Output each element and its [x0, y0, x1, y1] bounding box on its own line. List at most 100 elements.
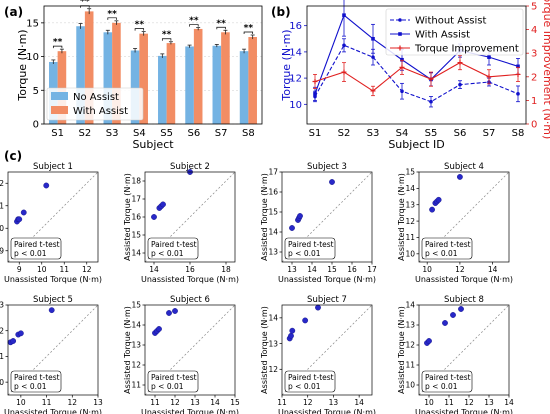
c-ylabel: Assisted Torque (N·m) [260, 306, 269, 394]
c-subplot-title: Subject 6 [170, 295, 210, 305]
a-legend-label: No Assist [73, 92, 119, 103]
b-point-torque-improvement [341, 69, 347, 75]
c-xlabel: Unassisted Torque (N·m) [278, 408, 376, 414]
a-xtick-label: S2 [79, 128, 92, 139]
c-ytick-label: 11 [0, 201, 4, 210]
c-stat-test-label: Paired t-test [425, 373, 471, 382]
c-point [151, 214, 157, 220]
b-xtick-label: S8 [512, 128, 525, 139]
b-ytick-left-label: 14 [289, 47, 302, 58]
a-bar-no-assist [76, 26, 85, 125]
c-subplot-5: Subject 5 10 11 12 13 10 11 12 13 Paired t-testp … [0, 295, 103, 414]
c-xtick-label: 15 [230, 398, 240, 407]
c-point [160, 201, 166, 208]
c-subplot-3: Subject 3 13 14 15 16 17 13 14 15 16 17 Paired t-te… [260, 162, 377, 284]
b-point-with-assist [487, 55, 491, 59]
c-ytick-label: 16 [268, 188, 278, 197]
a-ytick-label: 5 [33, 86, 39, 97]
c-ytick-label: 11 [405, 361, 415, 370]
a-significance-label: ** [189, 16, 199, 26]
c-point [302, 317, 309, 324]
c-xtick-label: 13 [287, 265, 297, 274]
c-ytick-label: 11 [405, 233, 415, 242]
c-xtick-label: 11 [150, 398, 160, 407]
c-xtick-label: 14 [488, 265, 498, 274]
a-xtick-label: S4 [133, 128, 146, 139]
a-significance-label: ** [162, 30, 172, 40]
a-xtick-label: S5 [160, 128, 173, 139]
c-xtick-label: 16 [185, 265, 195, 274]
b-xtick-label: S2 [338, 128, 351, 139]
a-ytick-label: 0 [33, 120, 39, 131]
c-xlabel: Unassisted Torque (N·m) [415, 275, 513, 284]
c-stat-box [10, 370, 62, 393]
a-xtick-label: S6 [188, 128, 201, 139]
a-xtick-label: S7 [215, 128, 228, 139]
a-bar-no-assist [185, 46, 194, 125]
c-ytick-label: 10 [0, 378, 4, 387]
c-point [442, 320, 448, 326]
c-ytick-label: 15 [405, 168, 415, 177]
c-xtick-label: 12 [170, 398, 180, 407]
a-xlabel: Subject [132, 138, 174, 151]
b-legend-label: Torque Improvement [414, 44, 519, 55]
c-xtick-label: 12 [455, 265, 465, 274]
a-legend-label: With Assist [73, 106, 128, 117]
c-axes-frame [281, 304, 373, 396]
c-subplot-6: Subject 6 11 12 13 14 15 11 12 13 14 15 Paired t-te… [123, 295, 240, 414]
b-point-torque-improvement [370, 88, 376, 94]
c-ytick-label: 15 [268, 208, 278, 217]
c-xtick-label: 12 [68, 398, 78, 407]
c-ytick-label: 14 [131, 321, 141, 330]
c-subplot-title: Subject 8 [444, 295, 484, 305]
c-ytick-label: 16 [131, 213, 141, 222]
a-xtick-label: S1 [51, 128, 64, 139]
b-xtick-label: S4 [396, 128, 409, 139]
b-point-torque-improvement [457, 60, 463, 66]
b-ytick-right-label: 1 [531, 96, 537, 107]
c-stat-box [147, 237, 199, 260]
a-bar-with-assist [248, 37, 257, 124]
c-ytick-label: 17 [268, 168, 278, 177]
c-point [426, 338, 432, 344]
c-point [289, 327, 296, 334]
c-ytick-label: 12 [0, 326, 4, 335]
a-legend-swatch [51, 106, 68, 114]
c-xtick-label: 10 [37, 265, 47, 274]
a-xtick-label: S3 [106, 128, 119, 139]
b-ytick-left-label: 10 [289, 100, 302, 111]
c-stat-p-label: p < 0.01 [425, 249, 458, 258]
a-ytick-label: 10 [26, 52, 39, 63]
c-point [172, 308, 178, 314]
c-xtick-label: 13 [93, 398, 103, 407]
c-point [297, 213, 303, 219]
c-ylabel: Assisted Torque (N·m) [397, 306, 406, 394]
b-point-with-assist [400, 57, 404, 62]
a-bar-with-assist [166, 43, 176, 125]
c-xtick-label: 14 [149, 265, 159, 274]
c-axes-frame [144, 304, 236, 396]
c-axes-frame [418, 171, 510, 263]
b-line-torque-improvement [314, 62, 519, 92]
a-significance-bracket [52, 45, 63, 49]
b-xlabel: Subject ID [388, 138, 444, 151]
c-stat-test-label: Paired t-test [151, 240, 197, 249]
b-point-without-assist [516, 92, 520, 96]
b-legend: Without Assist With Assist Torque Improvem… [385, 8, 524, 56]
a-bar-no-assist [130, 50, 140, 125]
a-bar-no-assist [212, 45, 222, 125]
b-ytick-right-label: 2 [531, 72, 537, 83]
b-xtick-label: S7 [483, 128, 496, 139]
a-significance-label: ** [53, 38, 63, 48]
c-ytick-label: 12 [405, 217, 415, 226]
a-bar-no-assist [239, 51, 249, 125]
b-ylabel-left: Torque (N·m) [280, 29, 293, 101]
c-point [10, 338, 17, 344]
c-ytick-label: 11 [131, 381, 141, 390]
b-point-without-assist [429, 99, 433, 104]
b-legend-marker [398, 32, 402, 36]
c-point [20, 209, 27, 216]
b-ytick-left-label: 12 [289, 74, 302, 85]
